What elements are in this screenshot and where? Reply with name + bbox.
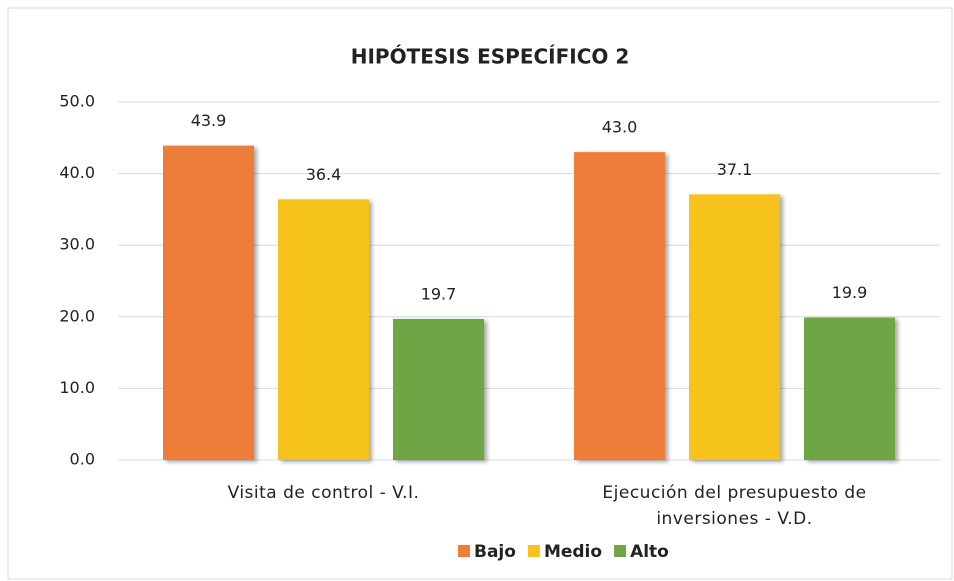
x-tick-label: Visita de control - V.I.: [227, 483, 420, 503]
data-label: 19.9: [832, 283, 868, 302]
bar: [574, 152, 665, 460]
y-tick-label: 0.0: [70, 450, 95, 469]
data-label: 36.4: [306, 165, 342, 184]
legend-label: Alto: [630, 542, 669, 562]
bar: [163, 145, 254, 460]
data-label: 43.9: [191, 111, 227, 130]
legend-label: Medio: [544, 542, 602, 562]
legend-label: Bajo: [474, 542, 516, 562]
y-tick-label: 50.0: [59, 92, 95, 111]
y-tick-label: 30.0: [59, 235, 95, 254]
bar: [804, 317, 895, 460]
data-label: 43.0: [602, 118, 638, 137]
legend-swatch: [458, 545, 470, 557]
bar: [689, 194, 780, 460]
data-label: 19.7: [421, 284, 457, 303]
y-tick-label: 20.0: [59, 306, 95, 325]
bar: [278, 199, 369, 460]
y-tick-label: 10.0: [59, 378, 95, 397]
legend-swatch: [614, 545, 627, 557]
x-tick-label: Ejecución del presupuesto de inversiones…: [602, 483, 867, 529]
chart-title: HIPÓTESIS ESPECÍFICO 2: [351, 45, 630, 69]
data-label: 37.1: [717, 160, 753, 179]
legend-swatch: [527, 545, 540, 557]
bar: [393, 318, 484, 460]
y-tick-label: 40.0: [59, 163, 95, 182]
